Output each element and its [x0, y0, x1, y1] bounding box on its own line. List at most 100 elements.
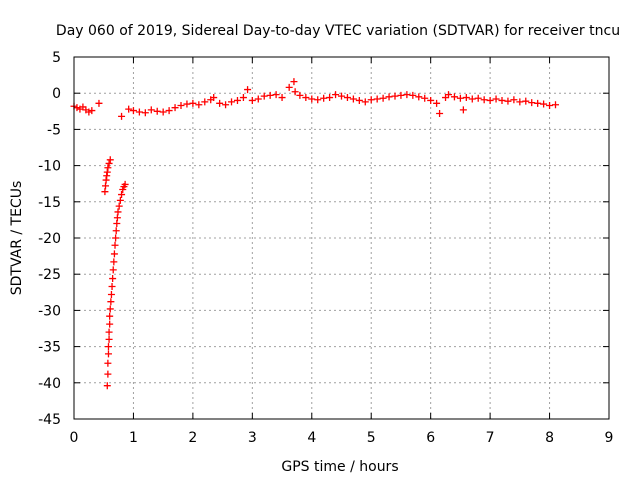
- data-point: [110, 250, 118, 258]
- data-point: [397, 91, 405, 99]
- data-point: [492, 95, 500, 103]
- data-point: [183, 100, 191, 108]
- data-point: [104, 350, 112, 358]
- chart-title: Day 060 of 2019, Sidereal Day-to-day VTE…: [56, 23, 620, 39]
- x-tick-label: 2: [188, 430, 197, 446]
- data-point: [486, 96, 494, 104]
- data-point: [468, 95, 476, 103]
- data-point: [445, 91, 452, 99]
- data-point: [254, 95, 262, 103]
- data-point: [210, 94, 218, 102]
- data-point: [409, 91, 417, 99]
- x-axis-label: GPS time / hours: [281, 459, 398, 475]
- data-point: [104, 164, 112, 172]
- data-point: [338, 92, 345, 100]
- y-tick-label: -25: [38, 267, 61, 283]
- data-point: [108, 283, 116, 291]
- data-point: [88, 107, 96, 115]
- data-point: [165, 107, 173, 115]
- data-point: [189, 99, 197, 107]
- data-point: [272, 91, 280, 99]
- data-point: [105, 335, 113, 343]
- y-tick-label: -40: [38, 376, 61, 392]
- data-point: [266, 91, 274, 99]
- data-point: [239, 94, 247, 102]
- x-tick-label: 0: [70, 430, 79, 446]
- data-point: [290, 78, 298, 86]
- y-tick-label: -20: [38, 231, 61, 247]
- data-point: [118, 191, 126, 199]
- y-tick-label: -35: [38, 340, 61, 356]
- x-tick-label: 9: [605, 430, 614, 446]
- data-point: [436, 109, 444, 117]
- data-point: [379, 94, 387, 102]
- x-tick-label: 3: [248, 430, 257, 446]
- data-point: [115, 202, 123, 210]
- data-point: [125, 105, 133, 113]
- data-point: [110, 258, 118, 266]
- data-point: [147, 106, 155, 114]
- data-point: [367, 96, 375, 104]
- data-point: [228, 98, 236, 106]
- data-point: [104, 370, 112, 378]
- x-tick-label: 8: [545, 430, 554, 446]
- data-point: [118, 112, 126, 120]
- data-point: [540, 100, 548, 108]
- data-point: [105, 159, 113, 167]
- data-point: [373, 95, 381, 103]
- data-point: [427, 96, 435, 104]
- data-point: [141, 109, 149, 117]
- data-point: [385, 93, 393, 101]
- data-point: [516, 98, 524, 106]
- data-point: [510, 96, 518, 104]
- data-point: [314, 96, 322, 104]
- data-point: [129, 107, 137, 115]
- data-point: [114, 208, 122, 216]
- data-point: [415, 93, 423, 101]
- data-point: [450, 93, 458, 101]
- data-point: [278, 94, 286, 102]
- x-tick-label: 6: [426, 430, 435, 446]
- data-point: [480, 96, 488, 104]
- data-point: [302, 94, 310, 102]
- data-point: [116, 196, 124, 204]
- data-point: [104, 343, 112, 351]
- x-tick-label: 5: [367, 430, 376, 446]
- data-point: [361, 98, 369, 106]
- data-point: [474, 94, 482, 102]
- data-point: [106, 320, 114, 328]
- data-point: [504, 97, 512, 105]
- data-point: [462, 94, 470, 102]
- data-point: [244, 86, 252, 94]
- y-tick-label: -5: [47, 122, 61, 138]
- y-tick-label: -30: [38, 303, 61, 319]
- data-point: [104, 359, 112, 367]
- data-point: [403, 91, 411, 99]
- data-point: [135, 108, 143, 116]
- y-tick-label: -10: [38, 159, 61, 175]
- data-point: [107, 290, 115, 298]
- data-point: [153, 107, 161, 115]
- data-point: [456, 94, 464, 102]
- data-point: [349, 95, 357, 103]
- data-point: [308, 95, 316, 103]
- x-tick-label: 4: [307, 430, 316, 446]
- data-point: [296, 91, 304, 99]
- data-point: [498, 96, 506, 104]
- data-point: [171, 104, 179, 112]
- data-point: [291, 88, 299, 96]
- y-axis-label: SDTVAR / TECUs: [9, 181, 25, 296]
- x-tick-label: 1: [129, 430, 138, 446]
- data-point: [106, 312, 114, 320]
- data-point: [522, 97, 530, 105]
- data-point: [248, 96, 256, 104]
- y-tick-label: -15: [38, 195, 61, 211]
- data-point: [107, 298, 115, 306]
- data-point: [391, 92, 399, 100]
- data-point: [106, 156, 114, 164]
- ticks-layer: 0 1 2 3 4 5 6 7 8 9 5 0 -5 -10 -15 -20 -25 -30 -35 -40 -45: [38, 50, 613, 446]
- data-point: [121, 180, 129, 188]
- data-point: [534, 99, 542, 107]
- data-point: [195, 101, 203, 109]
